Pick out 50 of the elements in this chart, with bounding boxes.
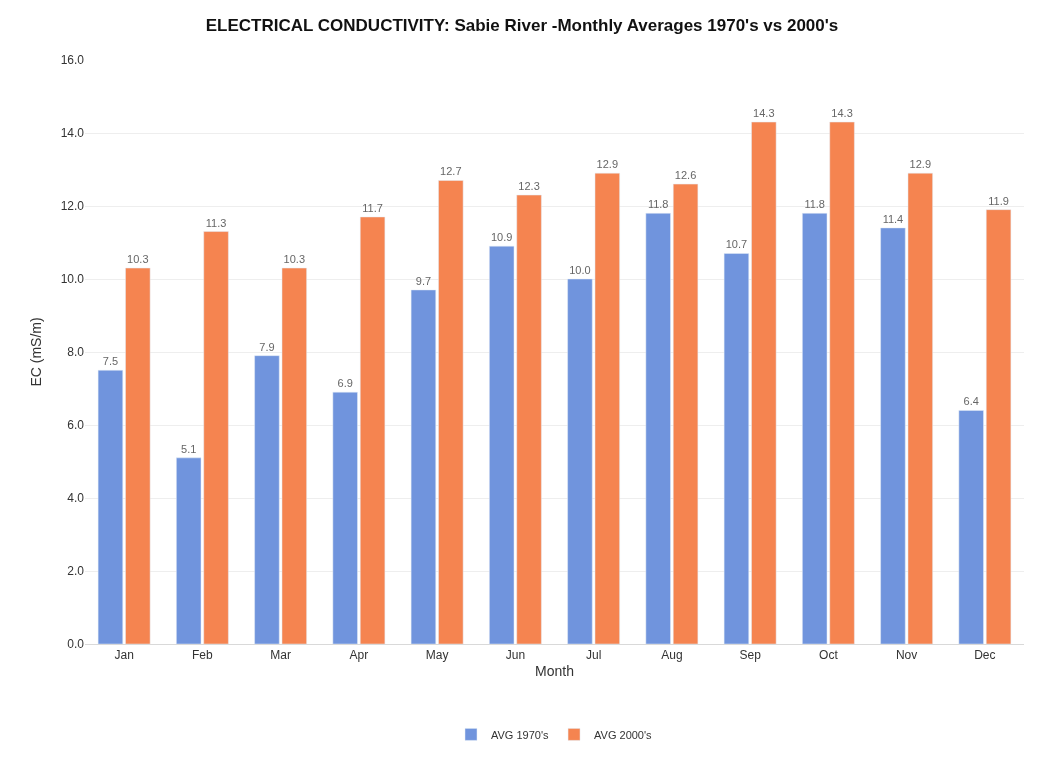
x-tick-label: Jan [114,648,134,663]
data-label: 11.3 [205,216,227,229]
data-label: 7.5 [102,355,119,368]
data-label: 11.4 [882,212,904,225]
data-label: 9.7 [415,274,432,287]
data-label: 12.9 [596,158,619,171]
x-tick-label: Jun [505,648,526,663]
data-label: 11.8 [804,198,825,211]
x-tick-label: Sep [739,648,762,663]
data-label: 10.7 [725,238,748,251]
data-label: 5.1 [181,442,197,455]
data-label: 12.9 [909,158,932,171]
x-tick-label: Aug [661,648,683,663]
data-label: 10.3 [283,253,306,266]
chart-title: ELECTRICAL CONDUCTIVITY: Sabie River -Monthly Averages 1970's vs 2000's [205,15,839,35]
y-tick-label: 10.0 [60,272,85,287]
y-tick-label: 4.0 [67,491,85,506]
y-tick-label: 14.0 [60,126,85,141]
x-tick-label: Dec [974,648,996,663]
x-axis-title: Month [535,662,574,679]
data-label: 12.3 [518,180,540,193]
data-label: 12.7 [440,165,462,178]
data-label: 11.7 [362,201,383,214]
data-label: 11.9 [988,194,1009,207]
data-label: 14.3 [753,107,775,120]
legend-label: AVG 2000's [594,728,653,741]
data-label: 10.9 [490,231,513,244]
x-tick-label: Apr [349,648,369,663]
data-label: 11.8 [647,198,669,211]
y-tick-label: 12.0 [60,199,85,214]
y-tick-label: 6.0 [67,418,85,433]
data-label: 6.4 [963,395,979,408]
x-tick-label: Nov [895,648,918,663]
data-label: 7.9 [259,340,275,353]
x-tick-label: Mar [270,648,291,663]
y-tick-label: 0.0 [67,637,85,652]
data-label: 6.9 [337,377,353,390]
y-tick-label: 16.0 [60,53,85,68]
data-label: 10.3 [127,253,149,266]
x-tick-label: Feb [192,648,214,663]
y-axis-title: EC (mS/m) [28,317,45,387]
x-tick-label: Oct [819,648,839,663]
data-label: 10.0 [569,264,591,276]
data-label: 12.6 [674,169,697,182]
x-tick-label: Jul [585,648,602,663]
data-label: 14.3 [831,107,853,120]
x-tick-label: May [425,648,449,663]
y-tick-label: 8.0 [67,345,85,360]
y-tick-label: 2.0 [67,564,85,579]
legend-label: AVG 1970's [491,728,550,741]
